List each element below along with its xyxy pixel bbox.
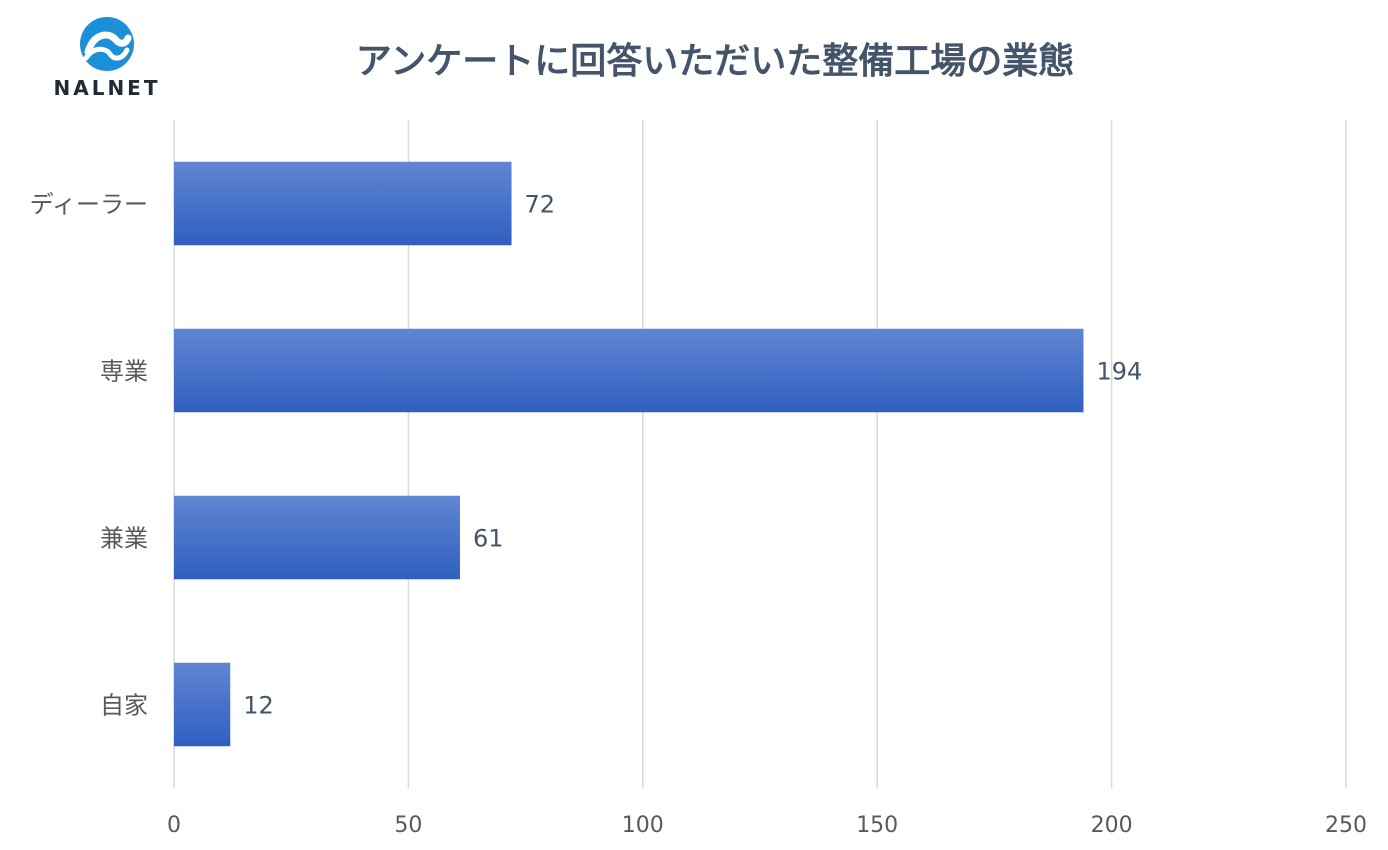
nalnet-wave-logo-icon (80, 17, 134, 71)
x-tick-label: 150 (856, 813, 898, 838)
bar-3 (174, 662, 231, 747)
x-tick-label: 250 (1325, 813, 1367, 838)
x-tick-label: 0 (167, 813, 181, 838)
bars (174, 161, 1084, 747)
bar-1 (174, 328, 1084, 413)
data-label: 61 (473, 525, 504, 553)
category-label: ディーラー (30, 191, 148, 219)
category-label: 自家 (100, 692, 148, 720)
data-label: 72 (525, 191, 556, 219)
x-tick-label: 50 (394, 813, 422, 838)
category-label: 兼業 (100, 525, 148, 553)
bar-2 (174, 495, 460, 580)
logo-text: NALNET (53, 76, 161, 100)
chart-title: アンケートに回答いただいた整備工場の業態 (355, 41, 1075, 82)
labels: 0 50 100 150 200 250 ディーラー 72 専業 194 兼業 61 自家 12 (30, 191, 1367, 839)
x-tick-label: 200 (1091, 813, 1133, 838)
x-tick-label: 100 (622, 813, 664, 838)
bar-0 (174, 161, 512, 246)
data-label: 12 (243, 692, 274, 720)
category-label: 専業 (100, 358, 148, 386)
data-label: 194 (1096, 358, 1142, 386)
nalnet-logo: NALNET (30, 14, 184, 104)
